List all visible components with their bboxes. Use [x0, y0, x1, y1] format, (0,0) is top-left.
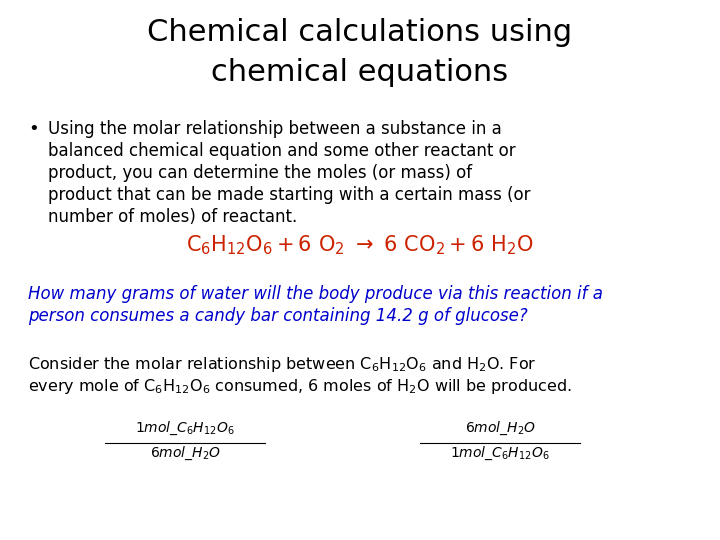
- Text: person consumes a candy bar containing 14.2 g of glucose?: person consumes a candy bar containing 1…: [28, 307, 528, 325]
- Text: product that can be made starting with a certain mass (or: product that can be made starting with a…: [48, 186, 531, 204]
- Text: Using the molar relationship between a substance in a: Using the molar relationship between a s…: [48, 120, 502, 138]
- Text: How many grams of water will the body produce via this reaction if a: How many grams of water will the body pr…: [28, 285, 603, 303]
- Text: •: •: [28, 120, 39, 138]
- Text: $\mathit{1mol\_C_6H_{12}O_6}$: $\mathit{1mol\_C_6H_{12}O_6}$: [450, 445, 550, 462]
- Text: $\mathregular{C_6H_{12}O_6 + 6\ O_2\ \rightarrow\ 6\ CO_2 + 6\ H_2O}$: $\mathregular{C_6H_{12}O_6 + 6\ O_2\ \ri…: [186, 233, 534, 257]
- Text: $\mathit{6mol\_H_2O}$: $\mathit{6mol\_H_2O}$: [150, 445, 220, 462]
- Text: number of moles) of reactant.: number of moles) of reactant.: [48, 208, 297, 226]
- Text: Chemical calculations using: Chemical calculations using: [148, 18, 572, 47]
- Text: Consider the molar relationship between $\mathregular{C_6H_{12}O_6}$ and $\mathr: Consider the molar relationship between …: [28, 355, 536, 374]
- Text: balanced chemical equation and some other reactant or: balanced chemical equation and some othe…: [48, 142, 516, 160]
- Text: every mole of $\mathregular{C_6H_{12}O_6}$ consumed, 6 moles of $\mathregular{H_: every mole of $\mathregular{C_6H_{12}O_6…: [28, 377, 572, 396]
- Text: chemical equations: chemical equations: [212, 58, 508, 87]
- Text: $\mathit{6mol\_H_2O}$: $\mathit{6mol\_H_2O}$: [464, 420, 536, 437]
- Text: product, you can determine the moles (or mass) of: product, you can determine the moles (or…: [48, 164, 472, 182]
- Text: $\mathit{1mol\_C_6H_{12}O_6}$: $\mathit{1mol\_C_6H_{12}O_6}$: [135, 420, 235, 437]
